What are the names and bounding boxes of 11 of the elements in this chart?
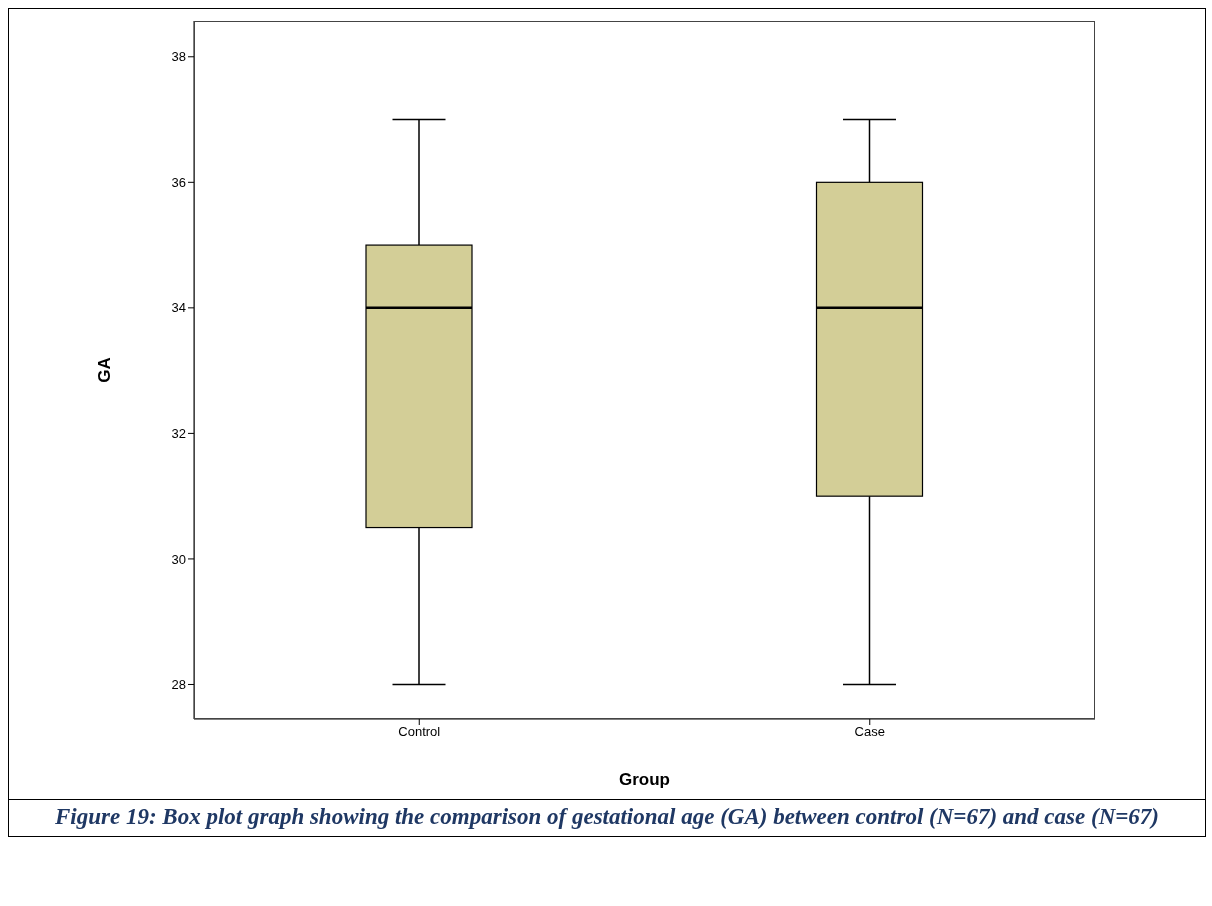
y-axis-title: GA xyxy=(95,357,115,383)
caption: Figure 19: Box plot graph showing the comparison of gestational age (GA) between control (N=67) and case (N=67) xyxy=(53,804,1160,831)
y-tick-label: 30 xyxy=(171,551,186,567)
y-tick-label: 32 xyxy=(171,426,186,442)
y-tick-label: 34 xyxy=(171,300,186,316)
y-tick-label: 36 xyxy=(171,174,186,190)
y-tick-label: 28 xyxy=(171,677,186,693)
x-tick-label: Control xyxy=(398,724,441,740)
x-tick-label: Case xyxy=(854,724,885,740)
x-axis-title: Group xyxy=(619,770,670,789)
y-tick-label: 38 xyxy=(171,49,186,65)
